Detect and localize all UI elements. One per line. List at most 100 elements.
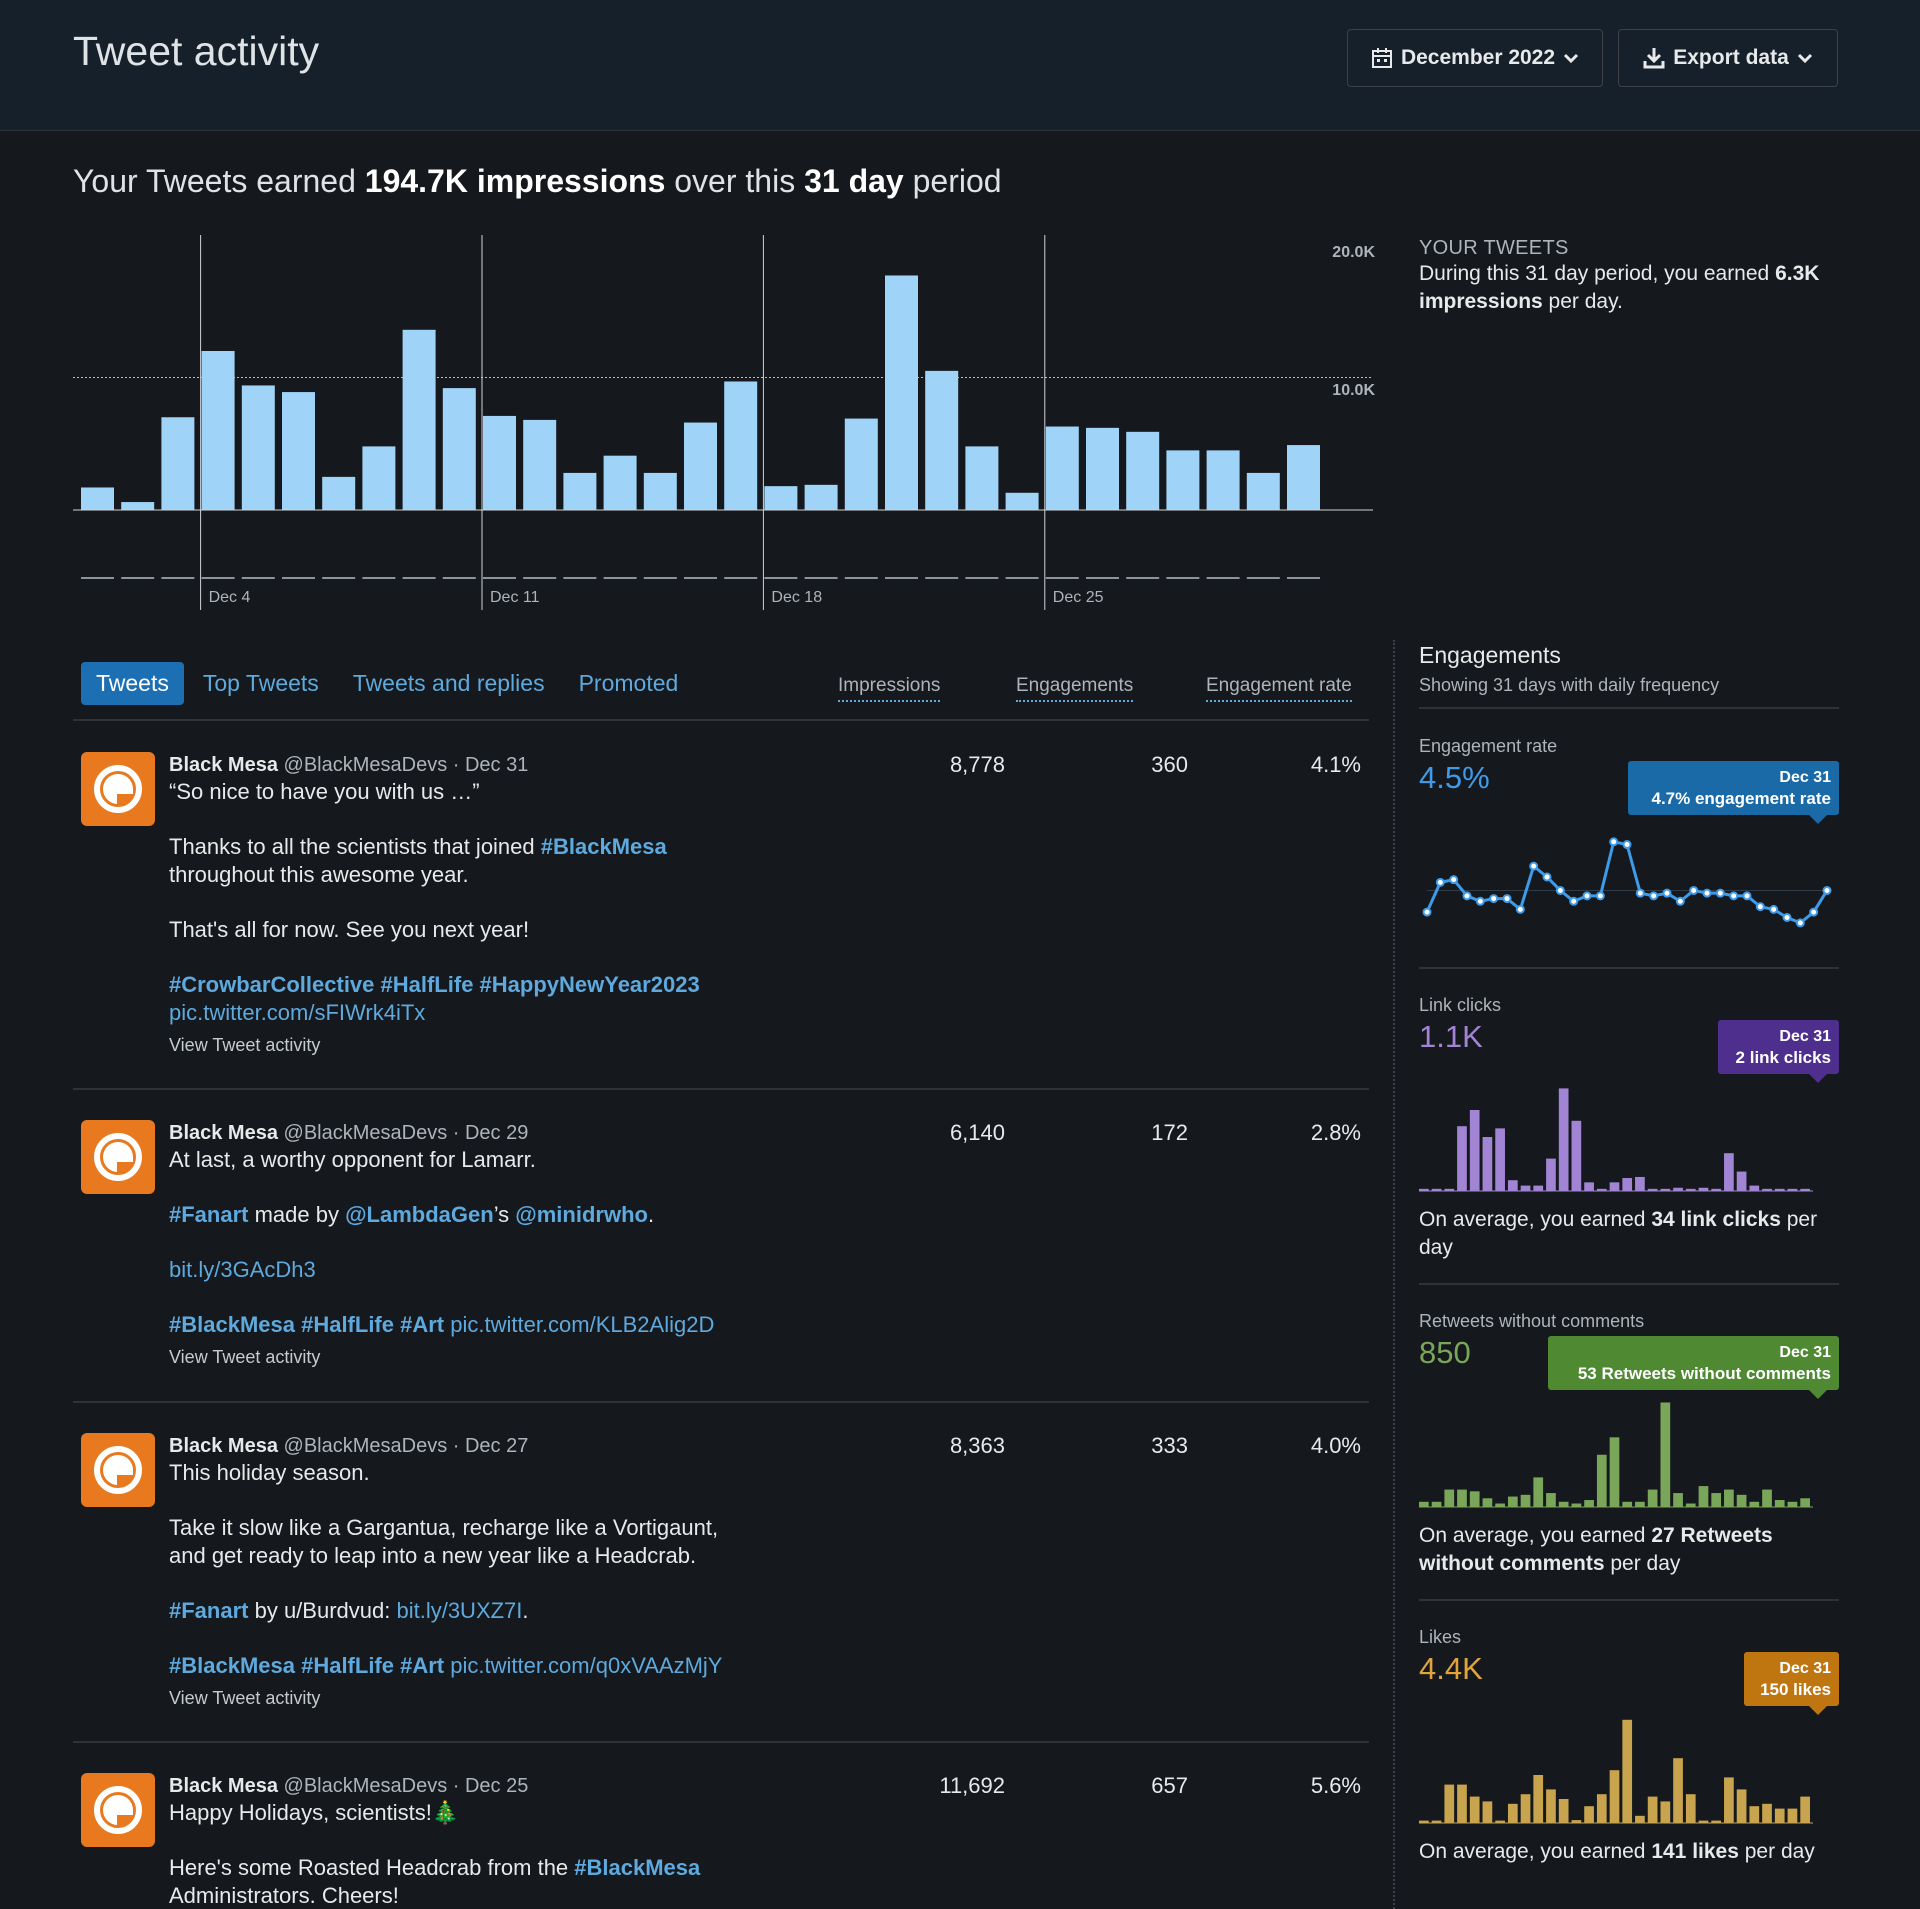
media-link[interactable]: pic.twitter.com/KLB2Alig2D	[444, 1312, 715, 1337]
retweets-bar	[1736, 1494, 1747, 1507]
tweet-author-name[interactable]: Black Mesa	[169, 754, 278, 776]
link_clicks-bar	[1711, 1188, 1722, 1191]
likes-panel: Likes 4.4K Dec 31 150 likes On average, …	[1419, 1627, 1839, 1909]
impressions-bar	[885, 275, 918, 510]
chevron-down-icon	[1563, 53, 1579, 64]
link_clicks-bar	[1635, 1176, 1645, 1191]
tweet-engagements: 657	[1151, 1773, 1188, 1798]
impressions-bar	[1126, 431, 1160, 510]
hashtag-link[interactable]: #BlackMesa	[540, 834, 667, 859]
avatar[interactable]	[81, 1773, 155, 1847]
retweets-bar	[1774, 1500, 1785, 1507]
impressions-bar	[282, 392, 315, 510]
avatar[interactable]	[81, 1433, 155, 1507]
link_clicks-bar	[1457, 1126, 1467, 1191]
retweets-bar	[1571, 1503, 1582, 1507]
retweets-panel: Retweets without comments 850 Dec 31 53 …	[1419, 1311, 1839, 1601]
engagement-rate-point	[1689, 885, 1699, 895]
export-data-button[interactable]: Export data	[1618, 29, 1838, 87]
view-tweet-activity-link[interactable]: View Tweet activity	[169, 1688, 321, 1708]
x-tick-label: Dec 11	[490, 589, 540, 606]
avg-text: per day	[1604, 1552, 1681, 1575]
tab-tweets-and-replies[interactable]: Tweets and replies	[352, 670, 545, 696]
retweets-bar-chart	[1419, 1402, 1813, 1508]
hashtag-links[interactable]: #BlackMesa #HalfLife #Art	[169, 1653, 445, 1678]
tweet-author-name[interactable]: Black Mesa	[169, 1122, 278, 1144]
tweet-header: Black Mesa @BlackMesaDevs · Dec 29	[169, 1120, 809, 1146]
impressions-bar	[844, 418, 878, 510]
column-header-impressions[interactable]: Impressions	[838, 675, 941, 702]
likes-bar	[1520, 1794, 1531, 1823]
hashtag-link[interactable]: #Fanart	[169, 1202, 249, 1227]
engagement-rate-point	[1569, 896, 1579, 906]
tab-top-tweets[interactable]: Top Tweets	[202, 670, 319, 696]
likes-bar	[1698, 1820, 1709, 1823]
hashtag-link[interactable]: #Fanart	[169, 1598, 249, 1623]
tweet-engagement-rate: 4.0%	[1310, 1433, 1361, 1458]
tweet-impressions: 6,140	[949, 1120, 1005, 1145]
engagement-rate-point	[1529, 861, 1539, 871]
link_clicks-bar	[1431, 1188, 1442, 1191]
likes-bar	[1495, 1820, 1505, 1823]
likes-bar	[1724, 1777, 1734, 1823]
your-tweets-text: During this 31 day period, you earned 6.…	[1419, 260, 1859, 316]
likes-bar	[1647, 1796, 1658, 1823]
retweets-bar	[1787, 1501, 1798, 1507]
tab-tweets[interactable]: Tweets	[81, 662, 184, 705]
view-tweet-activity-link[interactable]: View Tweet activity	[169, 1035, 321, 1055]
url-link[interactable]: bit.ly/3GAcDh3	[169, 1257, 316, 1282]
tooltip-date: Dec 31	[1779, 1660, 1831, 1677]
black-mesa-logo-icon	[94, 765, 142, 813]
mention-link[interactable]: @LambdaGen	[345, 1202, 494, 1227]
link-clicks-panel: Link clicks 1.1K Dec 31 2 link clicks On…	[1419, 995, 1839, 1285]
impressions-bar	[684, 422, 717, 510]
divider	[73, 1741, 1369, 1743]
impressions-bar	[1045, 426, 1079, 510]
view-tweet-activity-link[interactable]: View Tweet activity	[169, 1347, 321, 1367]
y-tick-label: 10.0K	[1332, 382, 1375, 399]
avatar[interactable]	[81, 1120, 155, 1194]
summary-impressions: 194.7K impressions	[364, 163, 666, 199]
tweet-text-line: Take it slow like a Gargantua, recharge …	[169, 1515, 719, 1540]
tab-promoted[interactable]: Promoted	[578, 670, 679, 696]
retweets-bar	[1685, 1503, 1696, 1507]
avg-value: 34 link clicks	[1651, 1208, 1781, 1231]
tweet-text-line: This holiday season.	[169, 1460, 370, 1485]
tweet-text-line: #Fanart made by @LambdaGen’s @minidrwho.	[169, 1201, 809, 1229]
impressions-bar	[322, 476, 356, 510]
tweet-author-name[interactable]: Black Mesa	[169, 1775, 278, 1797]
engagement-rate-point	[1555, 885, 1565, 895]
hashtag-links[interactable]: #BlackMesa #HalfLife #Art	[169, 1312, 445, 1337]
column-header-engagement-rate[interactable]: Engagement rate	[1206, 675, 1352, 702]
tweet-text-line: At last, a worthy opponent for Lamarr.	[169, 1147, 536, 1172]
likes-value: 4.4K	[1419, 1651, 1483, 1686]
media-link[interactable]: pic.twitter.com/q0xVAAzMjY	[444, 1653, 723, 1678]
hashtag-links[interactable]: #CrowbarCollective #HalfLife #HappyNewYe…	[169, 972, 700, 997]
hashtag-link[interactable]: #BlackMesa	[574, 1855, 701, 1880]
tweet-author-name[interactable]: Black Mesa	[169, 1435, 278, 1457]
link_clicks-bar	[1419, 1188, 1429, 1191]
impressions-bar	[483, 415, 516, 510]
engagement-rate-label: Engagement rate	[1419, 736, 1558, 756]
url-link[interactable]: bit.ly/3UXZ7I	[396, 1598, 523, 1623]
tweet-text-line: #BlackMesa #HalfLife #Art pic.twitter.co…	[169, 1652, 809, 1680]
tweet-text-line: Happy Holidays, scientists!🎄	[169, 1800, 460, 1825]
link-clicks-bar-chart	[1419, 1088, 1813, 1192]
calendar-icon	[1371, 48, 1392, 68]
likes-bar	[1507, 1803, 1518, 1823]
link_clicks-bar	[1482, 1137, 1493, 1191]
retweets-bar	[1507, 1496, 1518, 1507]
engagement-rate-point	[1782, 912, 1792, 922]
link_clicks-bar	[1495, 1128, 1505, 1191]
media-link[interactable]: pic.twitter.com/sFIWrk4iTx	[169, 1000, 426, 1025]
link_clicks-bar	[1520, 1185, 1531, 1191]
avatar[interactable]	[81, 752, 155, 826]
tweet-body: Black Mesa @BlackMesaDevs · Dec 29 At la…	[169, 1120, 809, 1368]
x-tick-label: Dec 4	[209, 589, 251, 606]
engagement-rate-point	[1795, 918, 1805, 928]
date-range-button[interactable]: December 2022	[1347, 29, 1603, 87]
link_clicks-bar	[1762, 1188, 1772, 1191]
x-tick-label: Dec 18	[771, 589, 822, 606]
mention-link[interactable]: @minidrwho	[515, 1202, 648, 1227]
column-header-engagements[interactable]: Engagements	[1016, 675, 1134, 702]
